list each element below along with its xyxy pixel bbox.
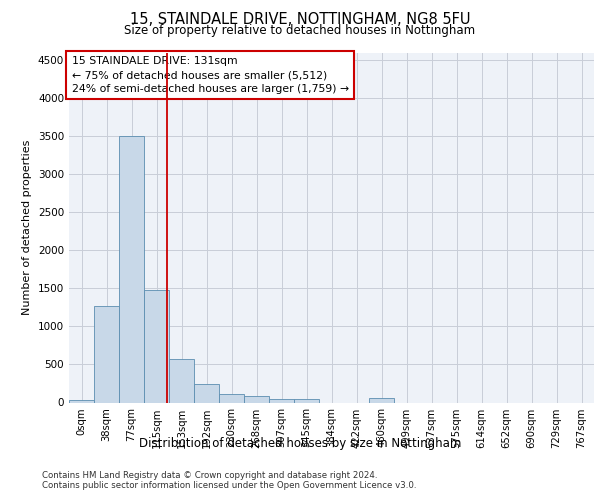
Bar xyxy=(269,398,293,402)
Text: Distribution of detached houses by size in Nottingham: Distribution of detached houses by size … xyxy=(139,438,461,450)
Text: Contains public sector information licensed under the Open Government Licence v3: Contains public sector information licen… xyxy=(42,481,416,490)
Text: 15 STAINDALE DRIVE: 131sqm
← 75% of detached houses are smaller (5,512)
24% of s: 15 STAINDALE DRIVE: 131sqm ← 75% of deta… xyxy=(71,56,349,94)
Bar xyxy=(220,394,244,402)
Bar xyxy=(295,400,319,402)
Bar xyxy=(70,400,94,402)
Bar xyxy=(169,359,194,403)
Bar xyxy=(244,396,269,402)
Bar xyxy=(370,398,394,402)
Bar xyxy=(119,136,143,402)
Bar xyxy=(194,384,218,402)
Y-axis label: Number of detached properties: Number of detached properties xyxy=(22,140,32,315)
Bar xyxy=(145,290,169,403)
Bar xyxy=(94,306,119,402)
Text: Size of property relative to detached houses in Nottingham: Size of property relative to detached ho… xyxy=(124,24,476,37)
Text: 15, STAINDALE DRIVE, NOTTINGHAM, NG8 5FU: 15, STAINDALE DRIVE, NOTTINGHAM, NG8 5FU xyxy=(130,12,470,28)
Text: Contains HM Land Registry data © Crown copyright and database right 2024.: Contains HM Land Registry data © Crown c… xyxy=(42,471,377,480)
